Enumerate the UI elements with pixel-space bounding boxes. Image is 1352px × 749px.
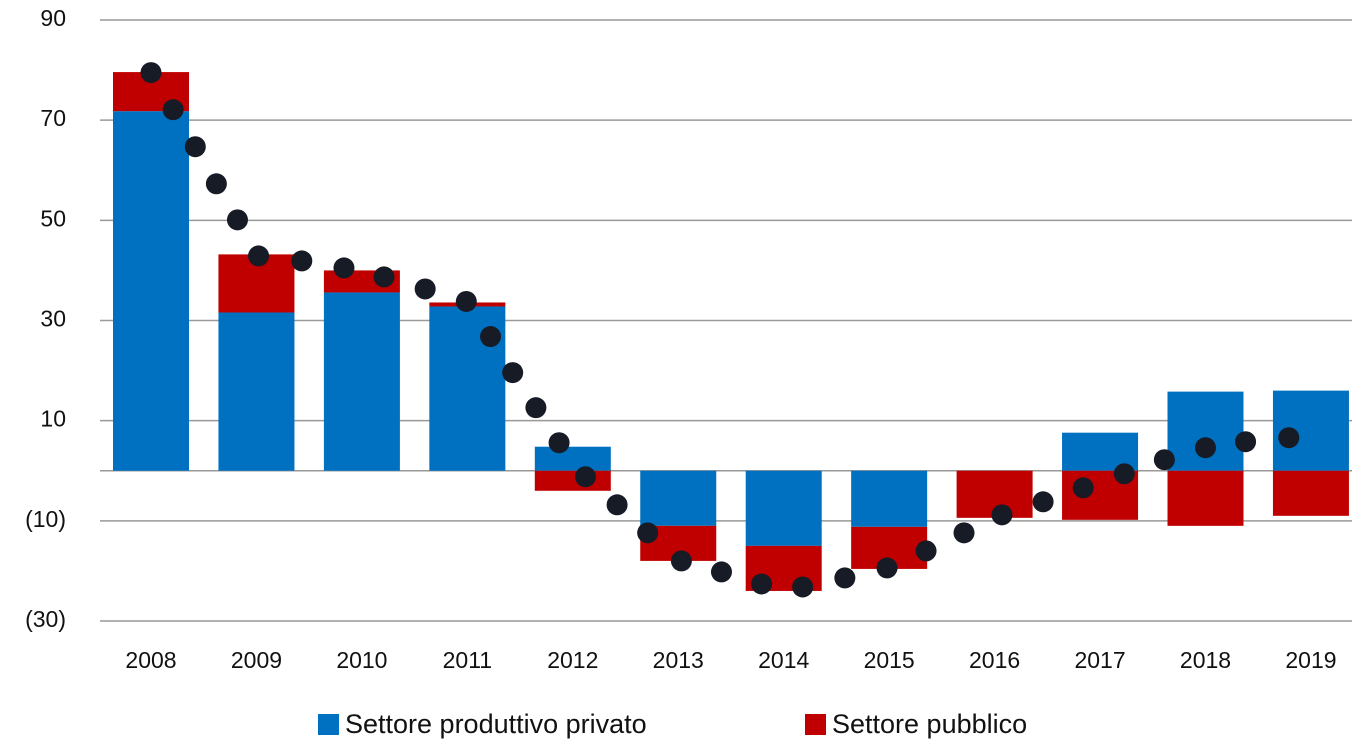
dot bbox=[502, 362, 524, 384]
dot bbox=[1195, 437, 1216, 459]
bar bbox=[534, 470, 611, 491]
bar bbox=[640, 470, 717, 526]
x-tick-label: 2016 bbox=[969, 647, 1020, 673]
legend-swatch bbox=[805, 714, 826, 735]
x-tick-label: 2018 bbox=[1180, 647, 1231, 673]
dot bbox=[184, 136, 206, 158]
dot bbox=[162, 99, 184, 121]
dot bbox=[291, 250, 313, 272]
bar bbox=[1167, 391, 1244, 471]
y-tick-label: 90 bbox=[40, 5, 66, 31]
dot bbox=[414, 278, 436, 300]
dot bbox=[205, 173, 227, 195]
x-tick-label: 2008 bbox=[125, 647, 176, 673]
bar bbox=[851, 470, 928, 527]
dot bbox=[710, 561, 732, 583]
dot bbox=[1032, 491, 1054, 513]
x-tick-label: 2013 bbox=[653, 647, 704, 673]
dot bbox=[637, 522, 659, 544]
bar bbox=[323, 292, 400, 471]
bar bbox=[534, 446, 611, 471]
y-tick-label: (10) bbox=[25, 506, 66, 532]
dot bbox=[1235, 431, 1257, 453]
dot bbox=[455, 290, 477, 312]
y-tick-label: (30) bbox=[25, 606, 66, 632]
dot bbox=[915, 540, 937, 562]
dot bbox=[226, 209, 248, 231]
dot bbox=[574, 466, 596, 488]
x-tick-label: 2010 bbox=[336, 647, 387, 673]
x-tick-label: 2019 bbox=[1285, 647, 1336, 673]
dot bbox=[1072, 477, 1094, 499]
y-tick-label: 50 bbox=[40, 205, 66, 231]
dot bbox=[751, 573, 773, 595]
dot bbox=[480, 326, 502, 348]
dot bbox=[670, 550, 692, 572]
dot bbox=[248, 245, 270, 267]
x-tick-label: 2017 bbox=[1074, 647, 1125, 673]
dot bbox=[991, 504, 1013, 526]
bar bbox=[1167, 470, 1244, 526]
dot bbox=[548, 432, 570, 454]
bar bbox=[113, 111, 189, 471]
dot bbox=[1278, 427, 1300, 449]
legend-label: Settore produttivo privato bbox=[345, 709, 647, 739]
x-tick-label: 2012 bbox=[547, 647, 598, 673]
bar bbox=[218, 312, 295, 471]
dot bbox=[1153, 449, 1175, 471]
legend-swatch bbox=[318, 714, 339, 735]
x-tick-label: 2014 bbox=[758, 647, 809, 673]
dot bbox=[876, 557, 898, 579]
dot bbox=[373, 266, 395, 288]
bar bbox=[1272, 470, 1349, 516]
x-tick-label: 2015 bbox=[864, 647, 915, 673]
dot bbox=[333, 257, 355, 279]
x-tick-label: 2009 bbox=[231, 647, 282, 673]
dot bbox=[953, 522, 975, 544]
bar bbox=[745, 470, 822, 546]
y-tick-label: 70 bbox=[40, 105, 66, 131]
legend-label: Settore pubblico bbox=[832, 709, 1027, 739]
dot bbox=[1113, 463, 1135, 485]
dot bbox=[606, 494, 628, 516]
dot bbox=[525, 397, 547, 419]
dot bbox=[792, 576, 814, 598]
y-tick-label: 10 bbox=[40, 406, 66, 432]
x-tick-label: 2011 bbox=[443, 647, 492, 673]
dot bbox=[834, 567, 856, 589]
y-tick-label: 30 bbox=[40, 306, 66, 332]
dot bbox=[140, 62, 162, 84]
